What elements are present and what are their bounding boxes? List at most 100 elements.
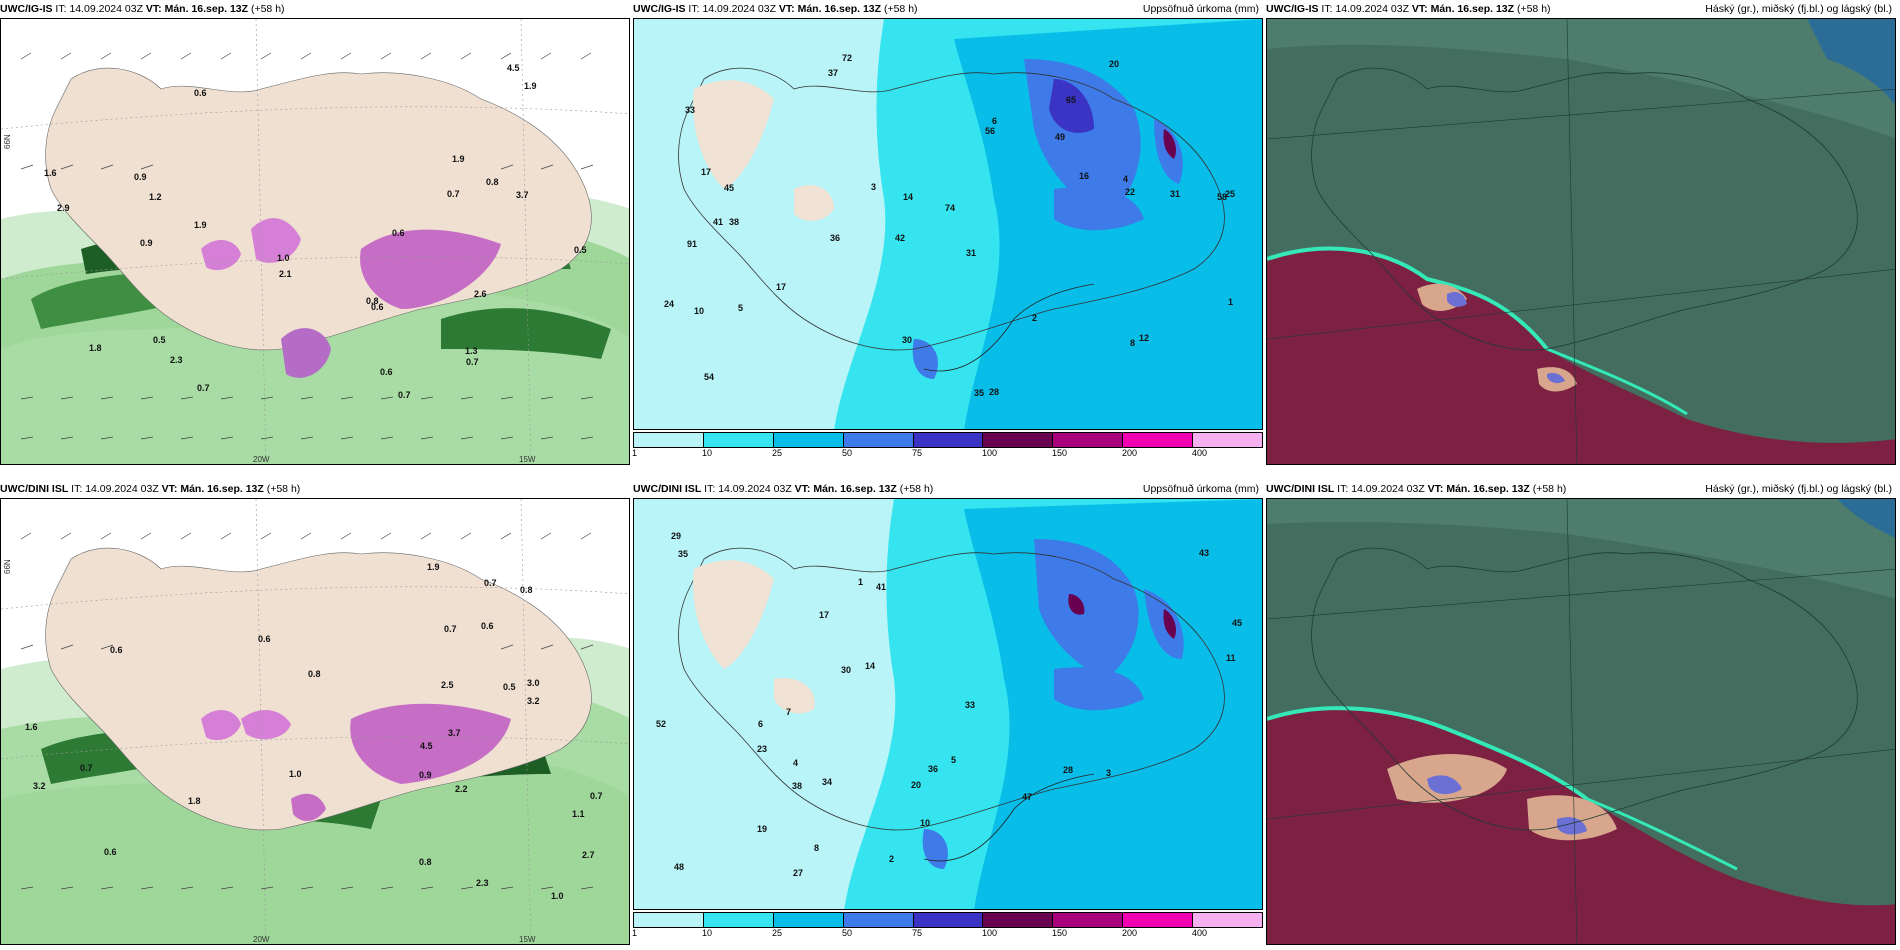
- map-value-label: 25: [1225, 189, 1236, 199]
- model-name: UWC/IG-IS: [633, 3, 686, 15]
- map-value-label: 0.8: [308, 669, 321, 679]
- map-value-label: 0.6: [194, 88, 207, 98]
- it-value: 14.09.2024 03Z: [702, 3, 776, 15]
- map-value-label: 8: [1130, 338, 1136, 348]
- precip-map-svg: [634, 499, 1262, 909]
- map-value-label: 22: [1125, 187, 1136, 197]
- map-value-label: 0.8: [486, 177, 499, 187]
- panel-header: UWC/DINI ISL IT: 14.09.2024 03Z VT: Mán.…: [1266, 480, 1896, 498]
- precip-colorbar: 1 10 25 50 75 100 150 200 400: [632, 912, 1263, 938]
- map-value-label: 1.0: [551, 891, 564, 901]
- cloud-panel-bottom: UWC/DINI ISL IT: 14.09.2024 03Z VT: Mán.…: [1266, 480, 1896, 945]
- panel-header: UWC/IG-IS IT: 14.09.2024 03Z VT: Mán. 16…: [0, 0, 630, 18]
- map-value-label: 12: [1139, 333, 1150, 343]
- map-value-label: 0.7: [447, 189, 460, 199]
- colorbar-cell: [1053, 433, 1124, 447]
- cloud-map-svg: [1267, 19, 1895, 464]
- map-value-label: 17: [701, 167, 712, 177]
- it-value: 14.09.2024 03Z: [718, 483, 792, 495]
- map-value-label: 0.7: [444, 624, 457, 634]
- colorbar-cell: [843, 433, 914, 447]
- map-value-label: 6: [758, 719, 764, 729]
- map-value-label: 0.6: [258, 634, 271, 644]
- map-value-label: 65: [1066, 95, 1077, 105]
- it-value: 14.09.2024 03Z: [1335, 3, 1409, 15]
- map-value-label: 41: [876, 582, 887, 592]
- map-value-label: 0.9: [134, 172, 147, 182]
- colorbar-cell: [703, 433, 774, 447]
- vt-label: VT:: [1411, 3, 1428, 15]
- map-value-label: 0.7: [484, 578, 497, 588]
- map-value-label: 0.7: [466, 357, 479, 367]
- map-value-label: 0.6: [392, 228, 405, 238]
- vt-value: Mán. 16.sep. 13Z: [180, 483, 264, 495]
- precip-colorbar: 1 10 25 50 75 100 150 200 400: [632, 432, 1263, 458]
- cloud-title: Háský (gr.), miðský (fj.bl.) og lágský (…: [1705, 483, 1892, 495]
- map-value-label: 38: [729, 217, 740, 227]
- map-value-label: 58: [1217, 192, 1228, 202]
- colorbar-tick: 1: [632, 448, 638, 458]
- vt-label: VT:: [145, 3, 162, 15]
- map-value-label: 36: [830, 233, 841, 243]
- panel-header: UWC/IG-IS IT: 14.09.2024 03Z VT: Mán. 16…: [1266, 0, 1896, 18]
- colorbar-cell: [913, 433, 984, 447]
- cloud-panel-top: UWC/IG-IS IT: 14.09.2024 03Z VT: Mán. 16…: [1266, 0, 1896, 465]
- map-value-label: 0.6: [481, 621, 494, 631]
- map-value-label: 33: [965, 700, 976, 710]
- precip-panel-bottom: UWC/DINI ISL IT: 14.09.2024 03Z VT: Mán.…: [632, 480, 1263, 945]
- it-label: IT:: [1337, 483, 1349, 495]
- precip-map: 35 29 52 43 45 47 41 34 48 28 38 33 27 23 36 30 20 19 17 14…: [633, 498, 1263, 910]
- map-value-label: 11: [1226, 653, 1236, 663]
- map-value-label: 1.9: [524, 81, 537, 91]
- model-name: UWC/DINI ISL: [1266, 483, 1335, 495]
- colorbar-cell: [773, 913, 844, 927]
- colorbar-tick: 75: [912, 928, 923, 938]
- it-value: 14.09.2024 03Z: [69, 3, 143, 15]
- map-value-label: 3.2: [527, 696, 540, 706]
- colorbar-tick: 150: [1052, 928, 1068, 938]
- model-name: UWC/IG-IS: [0, 3, 53, 15]
- map-value-label: 91: [687, 239, 698, 249]
- map-value-label: 0.7: [197, 383, 210, 393]
- it-label: IT:: [704, 483, 716, 495]
- colorbar-cells: [633, 912, 1263, 928]
- map-value-label: 8: [814, 843, 820, 853]
- map-value-label: 45: [1232, 618, 1243, 628]
- map-value-label: 52: [656, 719, 667, 729]
- map-value-label: 42: [895, 233, 906, 243]
- colorbar-cell: [1193, 913, 1263, 927]
- map-value-label: 14: [865, 661, 876, 671]
- vt-value: Mán. 16.sep. 13Z: [1430, 3, 1515, 15]
- lead-time: (+58 h): [883, 3, 918, 15]
- colorbar-cell: [1123, 913, 1194, 927]
- lon-label-15w: 15W: [519, 935, 536, 944]
- wind-panel-top: UWC/IG-IS IT: 14.09.2024 03Z VT: Mán. 16…: [0, 0, 630, 465]
- cloud-map: [1266, 498, 1896, 945]
- panel-header: UWC/DINI ISL IT: 14.09.2024 03Z VT: Mán.…: [0, 480, 630, 498]
- map-value-label: 35: [678, 549, 689, 559]
- lon-label-20w: 20W: [253, 935, 270, 944]
- lead-time: (+58 h): [1516, 3, 1551, 15]
- map-value-label: 43: [1199, 548, 1210, 558]
- map-value-label: 29: [671, 531, 682, 541]
- vt-label: VT:: [161, 483, 178, 495]
- map-value-label: 0.5: [574, 245, 587, 255]
- map-value-label: 1.8: [89, 343, 102, 353]
- map-value-label: 20: [1109, 59, 1120, 69]
- map-value-label: 1.9: [194, 220, 207, 230]
- cloud-title: Háský (gr.), miðský (fj.bl.) og lágský (…: [1705, 3, 1892, 15]
- colorbar-cell: [983, 913, 1054, 927]
- precip-map-svg: [634, 19, 1262, 429]
- map-value-label: 1.1: [572, 809, 585, 819]
- map-value-label: 1.2: [149, 192, 162, 202]
- map-value-label: 34: [822, 777, 833, 787]
- colorbar-tick: 75: [912, 448, 923, 458]
- map-value-label: 19: [757, 824, 768, 834]
- it-label: IT:: [71, 483, 83, 495]
- colorbar-cells: [633, 432, 1263, 448]
- colorbar-tick: 25: [772, 448, 783, 458]
- panel-header: UWC/IG-IS IT: 14.09.2024 03Z VT: Mán. 16…: [633, 0, 1263, 18]
- colorbar-tick: 25: [772, 928, 783, 938]
- map-value-label: 3.7: [516, 190, 529, 200]
- wind-panel-bottom: UWC/DINI ISL IT: 14.09.2024 03Z VT: Mán.…: [0, 480, 630, 945]
